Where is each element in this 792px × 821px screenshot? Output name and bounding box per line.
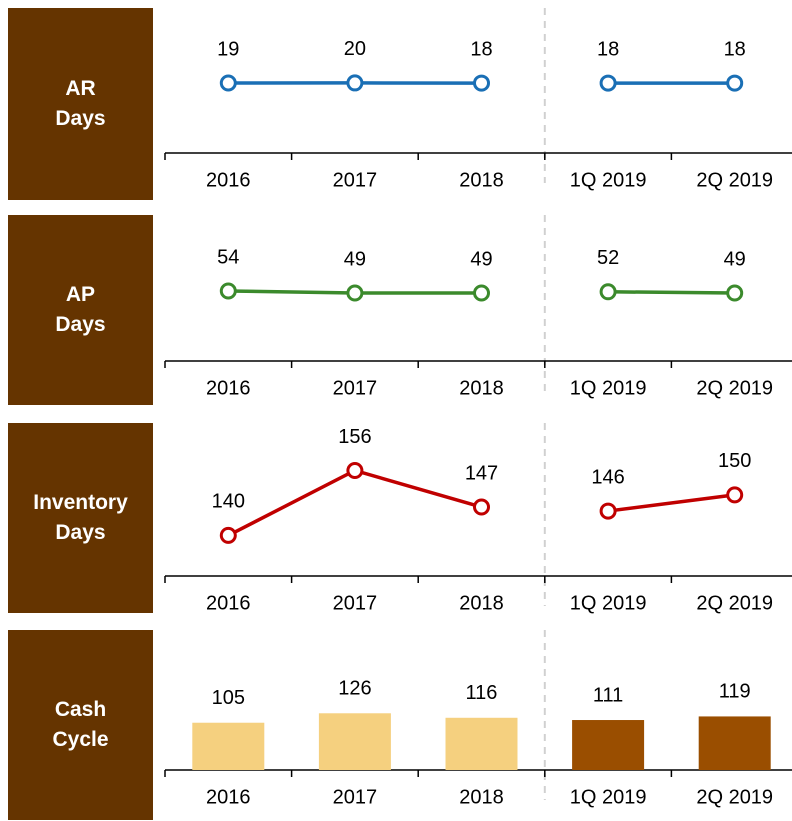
- marker: [599, 502, 617, 520]
- x-tick-label: 1Q 2019: [570, 169, 647, 191]
- panel-label: Inventory Days: [8, 423, 153, 613]
- data-label: 18: [470, 38, 492, 60]
- x-tick-label: 2016: [206, 592, 251, 614]
- x-tick-label: 2017: [333, 377, 378, 399]
- data-label: 49: [724, 248, 746, 270]
- line: [608, 290, 735, 295]
- data-label: 49: [470, 248, 492, 270]
- x-tick-label: 1Q 2019: [570, 377, 647, 399]
- data-label: 116: [466, 682, 498, 704]
- data-label: 126: [338, 678, 371, 700]
- x-tick-label: 2Q 2019: [696, 786, 773, 808]
- data-label: 146: [591, 466, 624, 488]
- bar: [698, 716, 771, 770]
- marker: [346, 461, 364, 479]
- data-label: 119: [719, 681, 751, 703]
- data-label: 140: [212, 491, 245, 513]
- bar: [445, 717, 518, 770]
- marker: [726, 284, 744, 302]
- marker: [219, 74, 237, 92]
- marker: [219, 526, 237, 544]
- marker: [473, 74, 490, 92]
- data-label: 20: [344, 38, 366, 60]
- data-label: 18: [597, 38, 619, 60]
- x-tick-label: 2018: [459, 786, 504, 808]
- x-tick-label: 2017: [333, 169, 378, 191]
- data-label: 147: [465, 462, 498, 484]
- x-tick-label: 1Q 2019: [570, 786, 647, 808]
- marker: [473, 498, 490, 516]
- x-tick-label: 2018: [459, 377, 504, 399]
- x-tick-label: 2Q 2019: [696, 169, 773, 191]
- data-label: 19: [217, 38, 239, 60]
- line: [227, 468, 482, 537]
- line: [607, 493, 735, 513]
- panel-title: Inventory Days: [33, 491, 128, 544]
- data-label: 52: [597, 247, 619, 269]
- data-label: 150: [718, 450, 751, 472]
- panel-label: AP Days: [8, 215, 153, 405]
- data-label: 105: [212, 687, 245, 709]
- x-tick-label: 2017: [333, 786, 378, 808]
- marker: [346, 284, 364, 302]
- data-label: 156: [338, 426, 371, 448]
- bar: [192, 722, 265, 770]
- panel-label: Cash Cycle: [8, 630, 153, 820]
- x-tick-label: 2016: [206, 169, 251, 191]
- panel-label: AR Days: [8, 8, 153, 200]
- panel-title: AR Days: [55, 77, 106, 130]
- data-label: 49: [344, 248, 366, 270]
- marker: [599, 74, 617, 92]
- marker: [346, 74, 364, 92]
- bar: [572, 720, 645, 770]
- x-tick-label: 2018: [459, 592, 504, 614]
- x-tick-label: 2016: [206, 786, 251, 808]
- x-tick-label: 2Q 2019: [696, 377, 773, 399]
- x-tick-label: 2017: [333, 592, 378, 614]
- x-tick-label: 2Q 2019: [696, 592, 773, 614]
- x-tick-label: 2016: [206, 377, 251, 399]
- bar: [318, 713, 391, 770]
- marker: [599, 283, 617, 301]
- panel-title: AP Days: [55, 283, 106, 336]
- x-tick-label: 2018: [459, 169, 504, 191]
- x-tick-label: 1Q 2019: [570, 592, 647, 614]
- marker: [726, 74, 744, 92]
- data-label: 18: [724, 38, 746, 60]
- panel-title: Cash Cycle: [52, 698, 109, 751]
- marker: [219, 282, 237, 300]
- data-label: 54: [217, 246, 239, 268]
- marker: [473, 284, 490, 302]
- data-label: 111: [593, 684, 623, 706]
- marker: [726, 486, 744, 504]
